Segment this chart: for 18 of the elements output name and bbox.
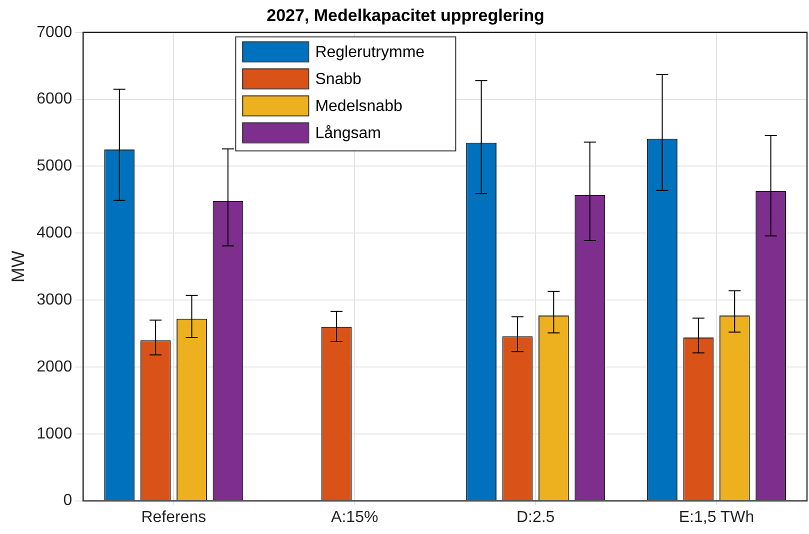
y-axis-title: MW xyxy=(8,250,28,283)
legend-label: Reglerutrymme xyxy=(315,44,425,61)
x-tick-label: D:2.5 xyxy=(516,508,555,526)
x-tick-label: E:1,5 TWh xyxy=(678,508,754,526)
legend-label: Medelsnabb xyxy=(315,98,402,115)
x-tick-label: Referens xyxy=(141,508,206,526)
y-tick-label: 0 xyxy=(63,492,72,510)
y-tick-label: 7000 xyxy=(36,24,72,41)
y-tick-label: 5000 xyxy=(36,158,72,175)
y-tick-label: 4000 xyxy=(36,224,72,242)
chart-title: 2027, Medelkapacitet uppreglering xyxy=(266,6,544,25)
legend-label: Snabb xyxy=(315,70,362,88)
y-tick-label: 1000 xyxy=(36,425,72,442)
x-tick-label: A:15% xyxy=(331,508,378,526)
legend-label: Långsam xyxy=(315,124,382,142)
y-tick-label: 2000 xyxy=(36,358,72,376)
y-tick-label: 6000 xyxy=(36,90,72,108)
y-tick-label: 3000 xyxy=(36,291,72,308)
